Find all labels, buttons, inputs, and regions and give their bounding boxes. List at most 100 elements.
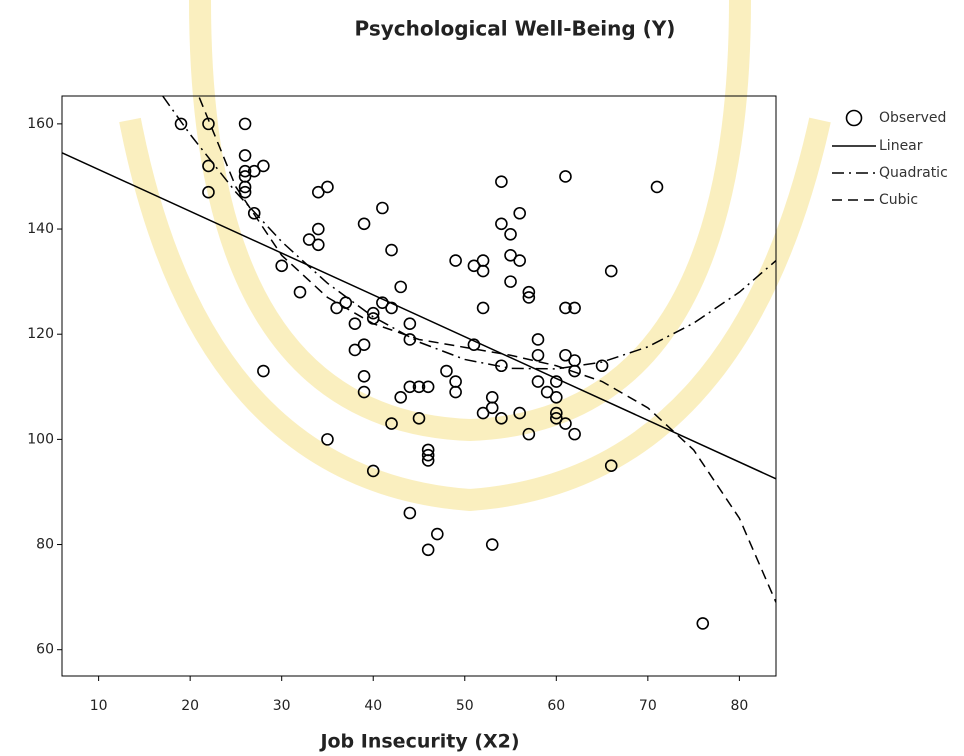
data-point <box>550 412 563 425</box>
data-point <box>449 375 462 388</box>
data-point <box>485 391 499 404</box>
data-point <box>357 385 371 399</box>
data-point <box>321 433 334 446</box>
data-point <box>495 412 508 425</box>
data-point <box>385 301 398 315</box>
data-point <box>568 301 581 315</box>
data-point <box>421 454 435 467</box>
data-point <box>559 348 572 362</box>
x-tick-label: 50 <box>456 698 474 714</box>
data-point <box>403 317 417 330</box>
data-point <box>513 254 526 267</box>
data-point <box>504 275 517 288</box>
plot-area <box>62 96 776 630</box>
data-point <box>357 217 371 231</box>
data-point <box>238 117 252 131</box>
data-point <box>394 280 407 294</box>
data-point <box>412 412 426 425</box>
data-point <box>522 427 536 441</box>
x-tick-label: 70 <box>639 698 657 714</box>
data-point <box>403 506 417 520</box>
data-point <box>531 375 545 388</box>
data-point <box>568 364 581 378</box>
data-point <box>330 301 343 315</box>
x-tick-label: 20 <box>181 698 199 714</box>
data-point <box>312 238 325 252</box>
data-point <box>385 417 398 430</box>
legend-label: Observed <box>879 110 946 126</box>
x-tick-label: 60 <box>547 698 565 714</box>
data-point <box>476 254 490 267</box>
data-point <box>238 149 252 162</box>
data-point <box>504 249 517 262</box>
y-tick-label: 140 <box>27 221 54 237</box>
legend-label: Quadratic <box>879 165 948 181</box>
data-point <box>449 385 462 399</box>
data-point <box>568 427 581 441</box>
data-point <box>513 206 526 220</box>
data-point <box>321 180 334 194</box>
data-point <box>559 301 572 315</box>
y-tick-label: 120 <box>27 326 54 342</box>
data-point <box>522 285 536 299</box>
data-point <box>348 317 362 330</box>
watermark <box>119 0 831 512</box>
data-point <box>247 164 261 178</box>
data-point <box>559 170 572 183</box>
data-point <box>696 617 710 630</box>
data-point <box>550 406 563 420</box>
data-point <box>531 333 545 346</box>
data-point <box>385 243 398 257</box>
data-point <box>513 406 526 420</box>
data-point <box>174 117 188 131</box>
data-point <box>357 369 371 383</box>
data-point <box>247 206 261 220</box>
data-point <box>559 417 572 430</box>
data-point <box>312 222 325 236</box>
data-point <box>485 538 499 551</box>
data-point <box>495 217 508 231</box>
y-tick-label: 80 <box>36 537 54 553</box>
data-point <box>421 543 435 557</box>
data-point <box>257 364 270 378</box>
data-point <box>476 406 490 420</box>
data-point <box>568 354 581 367</box>
fit-line <box>162 96 776 370</box>
y-tick-label: 100 <box>27 431 54 447</box>
data-point <box>238 180 252 194</box>
data-point <box>476 264 490 278</box>
watermark-arc <box>189 0 751 442</box>
y-tick-label: 60 <box>36 642 54 658</box>
data-point <box>504 227 517 241</box>
data-point <box>376 201 389 215</box>
data-point <box>540 385 554 399</box>
x-tick-label: 10 <box>90 698 108 714</box>
data-point <box>312 185 325 199</box>
data-point <box>604 459 618 472</box>
legend-marker <box>845 109 863 127</box>
legend-label: Cubic <box>879 192 918 208</box>
data-point <box>604 264 618 278</box>
data-point <box>293 285 307 299</box>
data-point <box>522 291 536 304</box>
x-tick-label: 80 <box>730 698 748 714</box>
plot-frame <box>61 95 777 677</box>
x-tick-label: 30 <box>273 698 291 714</box>
data-point <box>257 159 270 173</box>
y-tick-label: 160 <box>27 116 54 132</box>
data-point <box>202 185 215 199</box>
data-point <box>403 380 417 394</box>
data-point <box>495 175 508 189</box>
data-point <box>550 391 563 404</box>
x-axis-label: Job Insecurity (X2) <box>318 731 519 753</box>
data-point <box>348 343 362 357</box>
data-point <box>421 380 435 394</box>
data-point <box>238 164 252 178</box>
data-point <box>531 348 545 362</box>
data-point <box>650 180 664 194</box>
data-point <box>595 359 609 373</box>
data-point <box>421 448 435 462</box>
chart-title: Psychological Well-Being (Y) <box>355 17 676 41</box>
data-point <box>476 301 490 315</box>
